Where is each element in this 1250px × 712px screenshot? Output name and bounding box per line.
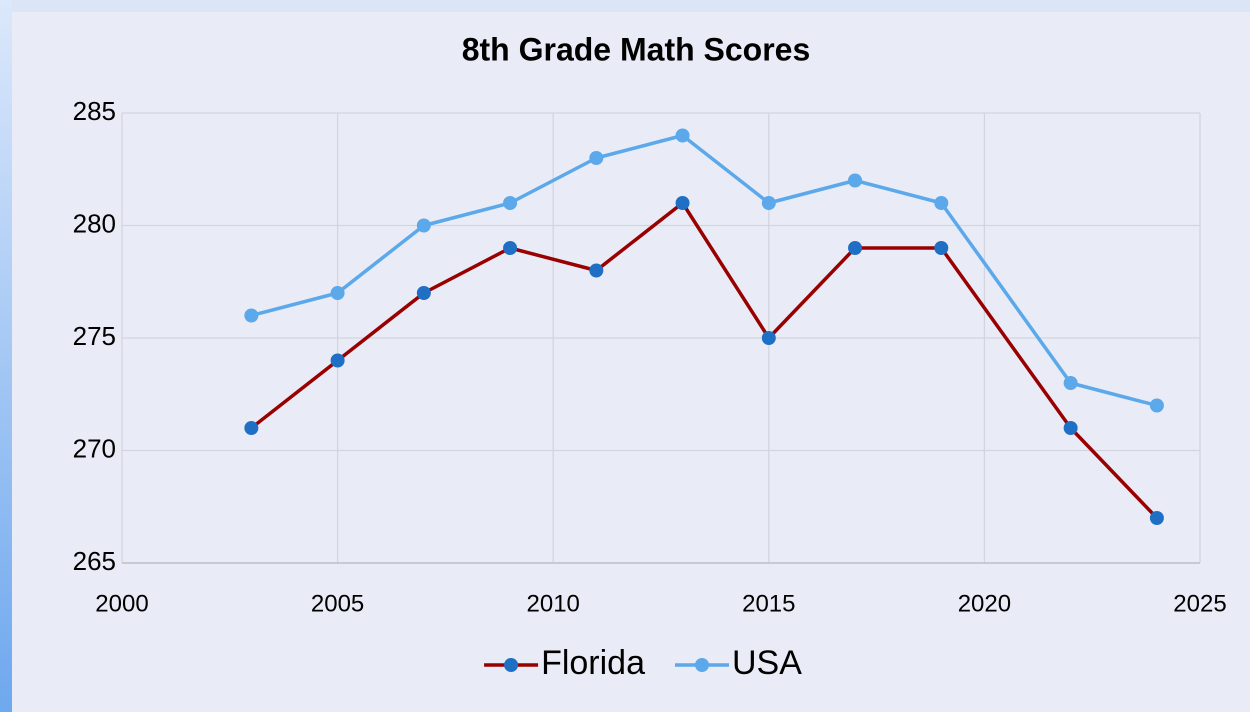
data-point xyxy=(589,263,604,278)
data-point xyxy=(934,241,949,255)
data-point xyxy=(1063,376,1078,390)
x-tick-label: 2010 xyxy=(527,590,580,617)
legend-label: Florida xyxy=(541,644,645,682)
data-point xyxy=(675,196,690,210)
legend-item: Florida xyxy=(484,644,645,682)
legend-label: USA xyxy=(732,644,802,682)
data-point xyxy=(244,308,259,323)
y-tick-label: 265 xyxy=(73,546,116,576)
x-tick-label: 2020 xyxy=(958,590,1011,617)
data-point xyxy=(503,241,518,255)
x-tick-label: 2025 xyxy=(1173,590,1226,617)
data-point xyxy=(848,173,863,188)
y-tick-label: 280 xyxy=(73,208,116,238)
data-point xyxy=(589,151,604,165)
data-point xyxy=(1149,511,1164,525)
data-point xyxy=(244,421,259,435)
x-tick-label: 2005 xyxy=(311,590,364,617)
chart-title: 8th Grade Math Scores xyxy=(462,31,811,67)
data-point xyxy=(416,218,431,233)
data-point xyxy=(761,331,776,345)
data-point xyxy=(1149,398,1164,413)
data-point xyxy=(848,241,863,255)
x-tick-label: 2000 xyxy=(95,590,148,617)
data-point xyxy=(675,128,690,143)
data-point xyxy=(330,353,345,368)
legend-marker xyxy=(695,658,710,672)
data-point xyxy=(761,196,776,210)
y-tick-label: 285 xyxy=(73,96,116,126)
side-strip xyxy=(0,0,12,712)
data-point xyxy=(503,196,518,210)
x-tick-label: 2015 xyxy=(742,590,795,617)
y-tick-label: 270 xyxy=(73,433,116,463)
data-point xyxy=(934,196,949,210)
legend-item: USA xyxy=(675,644,802,682)
data-point xyxy=(1063,421,1078,435)
data-point xyxy=(330,286,345,300)
data-point xyxy=(416,286,431,300)
legend-marker xyxy=(504,658,519,672)
y-tick-label: 275 xyxy=(73,321,116,351)
panel xyxy=(12,12,1250,712)
